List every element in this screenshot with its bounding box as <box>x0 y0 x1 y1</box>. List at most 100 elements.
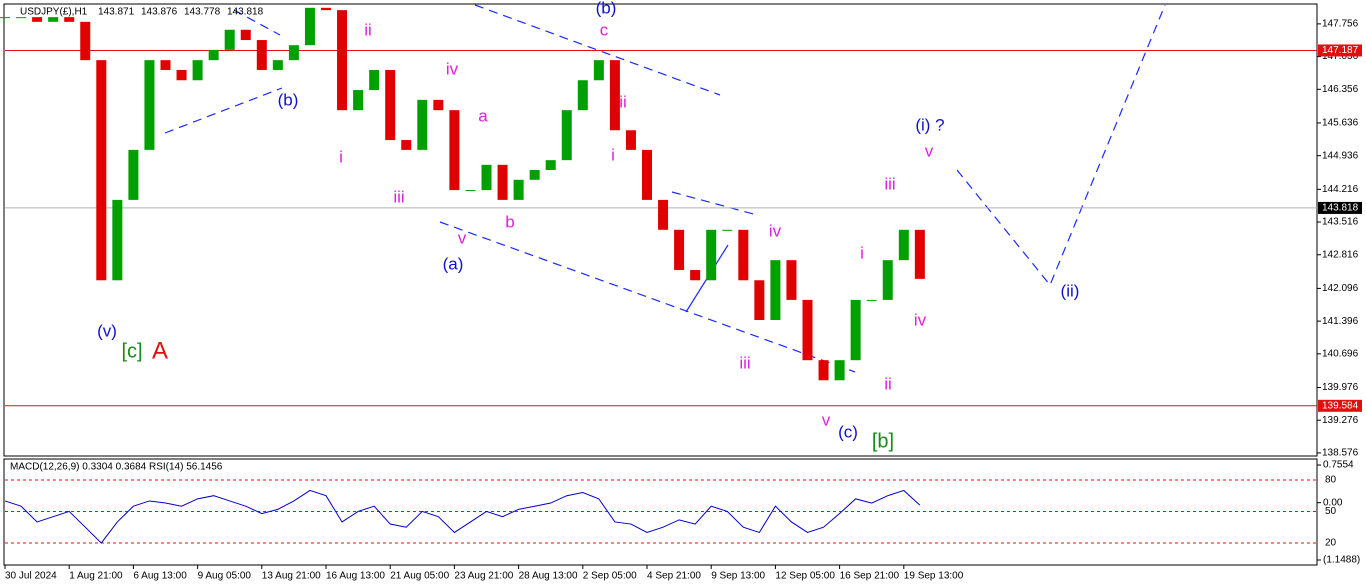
price-bar <box>224 29 235 50</box>
price-bar <box>545 160 556 170</box>
wave-label: i <box>611 145 615 164</box>
price-bar <box>882 260 893 300</box>
wave-label: iv <box>769 221 782 240</box>
wave-label: i <box>339 147 343 166</box>
y-tick-label: 138.576 <box>1322 448 1359 459</box>
y2-tick-label: 0.00 <box>1323 497 1343 508</box>
y-tick-label: 147.056 <box>1322 51 1359 62</box>
wave-label: v <box>458 228 467 247</box>
rsi-line <box>4 489 921 544</box>
price-level-label: 143.818 <box>1322 203 1359 214</box>
wave-label: b <box>505 212 514 231</box>
price-bar <box>529 169 540 180</box>
price-bar <box>738 229 749 281</box>
price-bar <box>690 269 701 281</box>
price-bar <box>112 199 123 281</box>
wave-label: ii <box>884 374 892 393</box>
wave-label: v <box>822 410 831 429</box>
price-bar <box>898 229 909 261</box>
price-bar <box>465 190 476 192</box>
x-tick-label: 2 Sep 05:00 <box>583 571 637 582</box>
x-tick-label: 9 Aug 05:00 <box>198 571 252 582</box>
price-panel <box>3 3 1318 457</box>
x-tick-label: 28 Aug 13:00 <box>519 571 578 582</box>
x-tick-label: 1 Aug 21:00 <box>69 571 123 582</box>
price-bar <box>288 45 299 61</box>
price-bar <box>304 7 315 46</box>
x-tick-label: 19 Sep 13:00 <box>904 571 964 582</box>
wave-label: (b) <box>596 0 617 17</box>
price-level-box <box>1318 44 1362 57</box>
price-bar <box>272 60 283 70</box>
price-bar <box>674 229 685 270</box>
ohlc-value: 143.871 <box>98 7 135 18</box>
y-tick-label: 147.756 <box>1322 19 1359 30</box>
price-bar <box>385 69 396 141</box>
price-bar <box>770 260 781 320</box>
y-tick-label: 144.216 <box>1322 184 1359 195</box>
wave-label: (ii) <box>1061 281 1080 300</box>
x-tick-label: 12 Sep 05:00 <box>775 571 835 582</box>
wave-label: (i) ? <box>915 115 944 134</box>
price-bar <box>513 179 524 200</box>
wave-label: i <box>860 243 864 262</box>
y-tick-label: 139.276 <box>1322 415 1359 426</box>
price-bar <box>593 60 604 81</box>
y2-tick-label: (1.1488) <box>1323 555 1360 566</box>
price-bar <box>834 360 845 381</box>
wave-label: (a) <box>443 254 464 273</box>
y-tick-label: 20 <box>1325 538 1337 549</box>
wave-label: ii <box>364 20 372 39</box>
trend-lines <box>164 4 1166 373</box>
wave-label: iii <box>393 187 404 206</box>
price-bar <box>449 110 460 191</box>
price-bar <box>706 229 717 281</box>
price-bar <box>433 99 444 111</box>
y-tick-label: 80 <box>1325 475 1337 486</box>
wave-label: a <box>478 106 488 125</box>
indicator-title: MACD(12,26,9) 0.3304 0.3684 RSI(14) 56.1… <box>10 462 223 473</box>
x-tick-label: 21 Aug 05:00 <box>390 571 449 582</box>
ohlc-value: 143.818 <box>227 7 264 18</box>
price-bar <box>176 69 187 81</box>
price-bar <box>16 17 27 19</box>
price-bar <box>914 229 925 279</box>
wave-label: (v) <box>97 321 117 340</box>
x-tick-label: 30 Jul 2024 <box>5 571 57 582</box>
wave-label: A <box>152 337 168 364</box>
wave-label: c <box>600 20 609 39</box>
wave-label: iv <box>446 59 459 78</box>
price-bar <box>754 280 765 320</box>
price-level-box <box>1318 201 1362 214</box>
price-bar <box>128 149 139 200</box>
wave-label: [b] <box>872 430 894 452</box>
y-tick-label: 141.396 <box>1322 316 1359 327</box>
price-bar <box>353 90 364 111</box>
price-bar <box>240 29 251 41</box>
price-bar <box>786 260 797 300</box>
price-level-label: 139.584 <box>1322 400 1359 411</box>
wave-label: iii <box>884 174 895 193</box>
price-bar <box>658 199 669 230</box>
x-tick-label: 13 Aug 21:00 <box>262 571 321 582</box>
price-bar <box>144 60 155 150</box>
price-bar <box>642 149 652 200</box>
x-tick-label: 9 Sep 13:00 <box>711 571 765 582</box>
y-tick-label: 146.356 <box>1322 84 1359 95</box>
y-tick-label: 144.936 <box>1322 150 1359 161</box>
wave-label: (b) <box>278 90 299 109</box>
price-bar <box>32 17 43 22</box>
y2-tick-label: 0.7554 <box>1323 460 1354 471</box>
x-tick-label: 6 Aug 13:00 <box>133 571 187 582</box>
price-bar <box>208 49 219 61</box>
price-bar <box>818 360 829 381</box>
y-tick-label: 140.696 <box>1322 348 1359 359</box>
price-bar <box>64 17 75 22</box>
price-bar <box>481 164 492 191</box>
price-bar <box>609 60 620 131</box>
price-bar <box>802 299 813 361</box>
wave-label: iv <box>914 310 927 329</box>
x-tick-label: 4 Sep 21:00 <box>647 571 701 582</box>
wave-label: ii <box>619 92 627 111</box>
price-bar <box>0 17 10 19</box>
